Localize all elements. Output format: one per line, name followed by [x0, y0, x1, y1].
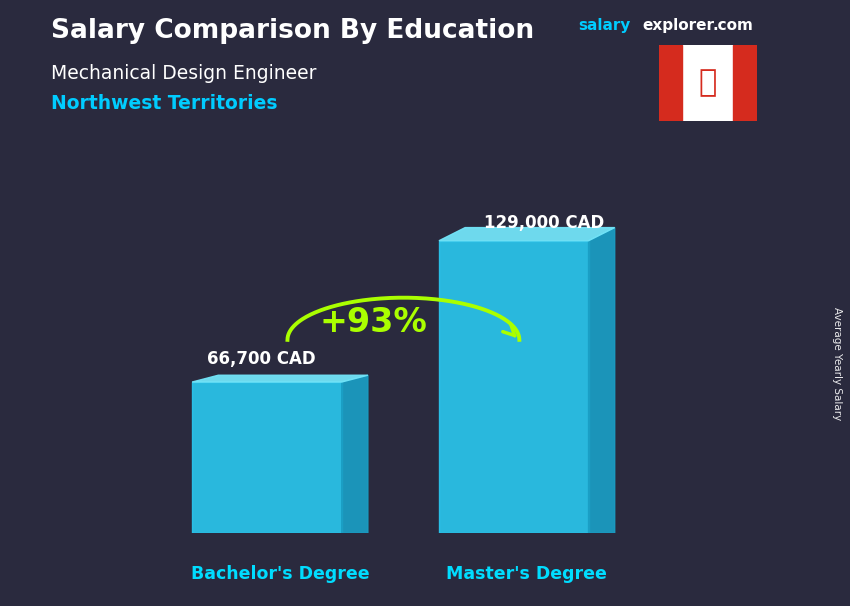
Text: explorer: explorer — [643, 18, 715, 33]
Text: Salary Comparison By Education: Salary Comparison By Education — [51, 18, 534, 44]
Bar — [439, 241, 588, 533]
Polygon shape — [192, 375, 368, 382]
Polygon shape — [439, 228, 615, 241]
Text: 🍁: 🍁 — [699, 68, 717, 97]
Polygon shape — [588, 228, 615, 533]
Text: Average Yearly Salary: Average Yearly Salary — [832, 307, 842, 420]
Text: Northwest Territories: Northwest Territories — [51, 94, 277, 113]
Text: Master's Degree: Master's Degree — [446, 565, 607, 583]
Text: Bachelor's Degree: Bachelor's Degree — [190, 565, 369, 583]
Polygon shape — [342, 375, 368, 533]
Text: 129,000 CAD: 129,000 CAD — [484, 214, 604, 232]
Text: 66,700 CAD: 66,700 CAD — [207, 350, 315, 368]
Text: Mechanical Design Engineer: Mechanical Design Engineer — [51, 64, 316, 82]
Bar — [733, 45, 757, 121]
Bar — [192, 382, 342, 533]
Bar — [659, 45, 683, 121]
Text: salary: salary — [578, 18, 631, 33]
Text: .com: .com — [712, 18, 753, 33]
Text: +93%: +93% — [320, 307, 428, 339]
